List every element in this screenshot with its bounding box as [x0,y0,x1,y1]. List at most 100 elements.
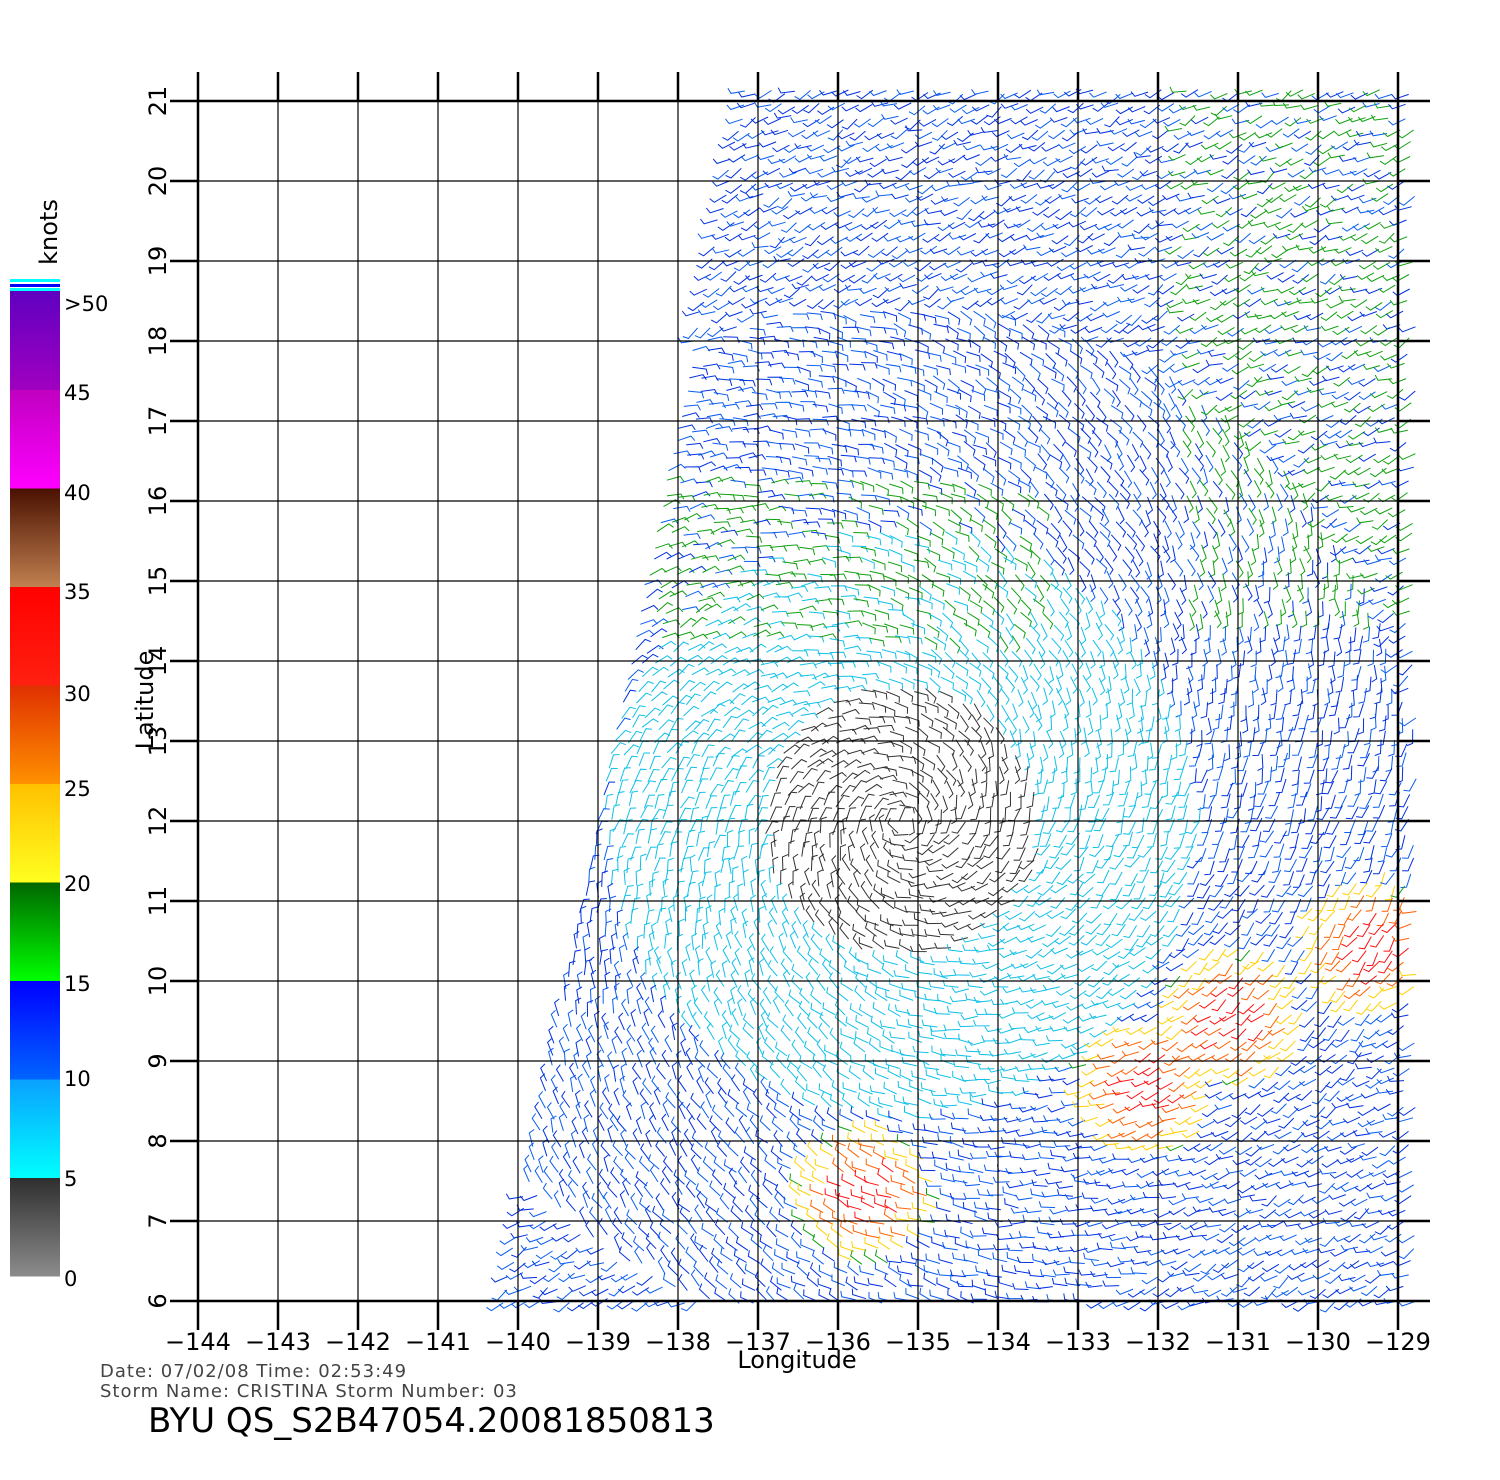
wind-barb [1107,1116,1126,1124]
wind-barb [1076,963,1095,973]
wind-barb [1300,510,1307,528]
wind-barb [973,703,982,721]
wind-barb [781,429,798,438]
wind-barb [963,429,977,444]
wind-barb [983,820,992,837]
wind-barb [842,326,860,334]
wind-barb [872,207,890,214]
wind-barb [1214,610,1222,629]
wind-barb [1253,675,1259,694]
wind-barb [958,389,972,403]
wind-barb [1099,651,1106,669]
wind-barb [1246,518,1255,536]
wind-barb [849,130,866,141]
wind-barb [596,1049,604,1068]
wind-barb [658,704,674,716]
wind-barb [1257,1091,1275,1098]
wind-barb [686,753,700,767]
wind-barb [975,364,990,376]
wind-barb [1014,766,1021,784]
wind-barb [1366,952,1379,966]
wind-barb [1155,1082,1173,1090]
wind-barb [654,732,671,744]
wind-barb [1118,365,1132,380]
wind-barb [1134,130,1153,138]
wind-barb [808,558,826,565]
wind-barb [1233,662,1242,679]
wind-barb [836,1065,850,1080]
wind-barb [1291,818,1302,834]
wind-barb [1383,455,1400,465]
wind-barb [797,493,815,500]
wind-barb [1037,378,1049,395]
wind-barb [1078,1015,1097,1022]
wind-barb [742,142,760,149]
wind-barb [1387,807,1398,823]
wind-barb [961,936,979,943]
wind-barb [1002,831,1014,847]
wind-barb [898,1124,914,1135]
wind-barb [1221,168,1238,180]
wind-barb [936,285,954,292]
wind-barb [748,827,756,845]
wind-barb [1282,102,1301,109]
wind-barb [1284,117,1302,127]
wind-barb [775,401,793,409]
wind-barb [613,1064,620,1082]
wind-barb [648,1114,657,1133]
wind-barb [1348,627,1357,644]
wind-barb [1387,585,1404,596]
wind-barb [1131,443,1140,462]
wind-barb [1084,612,1091,631]
wind-barb [1329,521,1347,528]
wind-barb [664,1034,673,1053]
wind-barb [1270,1103,1287,1114]
wind-barb [713,998,720,1016]
wind-barb [688,1024,699,1042]
wind-barb [887,817,899,834]
wind-barb [966,612,980,626]
wind-barb [1276,286,1295,294]
wind-barb [870,101,889,107]
wind-barb [766,441,782,450]
wind-barb [728,378,746,386]
wind-barb [1020,194,1038,204]
wind-barb [1163,469,1171,488]
wind-barb [1029,675,1040,692]
wind-barb [742,1013,755,1030]
wind-barb [1207,350,1226,357]
wind-barb [1126,1090,1144,1100]
wind-barb [1310,962,1327,974]
wind-barb [700,815,709,832]
wind-barb [1260,298,1279,306]
wind-barb [1004,912,1023,921]
wind-barb [1000,92,1018,100]
wind-barb [962,570,976,584]
wind-barb [706,807,718,821]
wind-barb [1357,752,1370,767]
wind-barb [936,872,954,881]
wind-barb [1249,951,1264,965]
wind-barb [831,509,847,520]
wind-barb [1053,1140,1071,1148]
wind-barb [550,1115,557,1133]
wind-barb [666,742,683,753]
wind-barb [768,494,786,500]
wind-barb [1027,427,1039,444]
wind-barb [631,654,648,665]
wind-barb [751,392,768,401]
wind-barb [1127,244,1145,251]
wind-barb [806,299,824,310]
wind-barb [1000,103,1019,109]
wind-barb [1373,636,1390,648]
wind-barb [1379,534,1397,544]
wind-barb [773,829,780,847]
wind-barb [722,945,731,963]
wind-barb [778,932,785,951]
wind-barb [1062,171,1081,179]
wind-barb [1017,431,1028,447]
wind-barb [845,698,864,704]
wind-barb [1368,598,1386,605]
wind-barb [657,1010,666,1028]
wind-barb [1164,1155,1183,1162]
